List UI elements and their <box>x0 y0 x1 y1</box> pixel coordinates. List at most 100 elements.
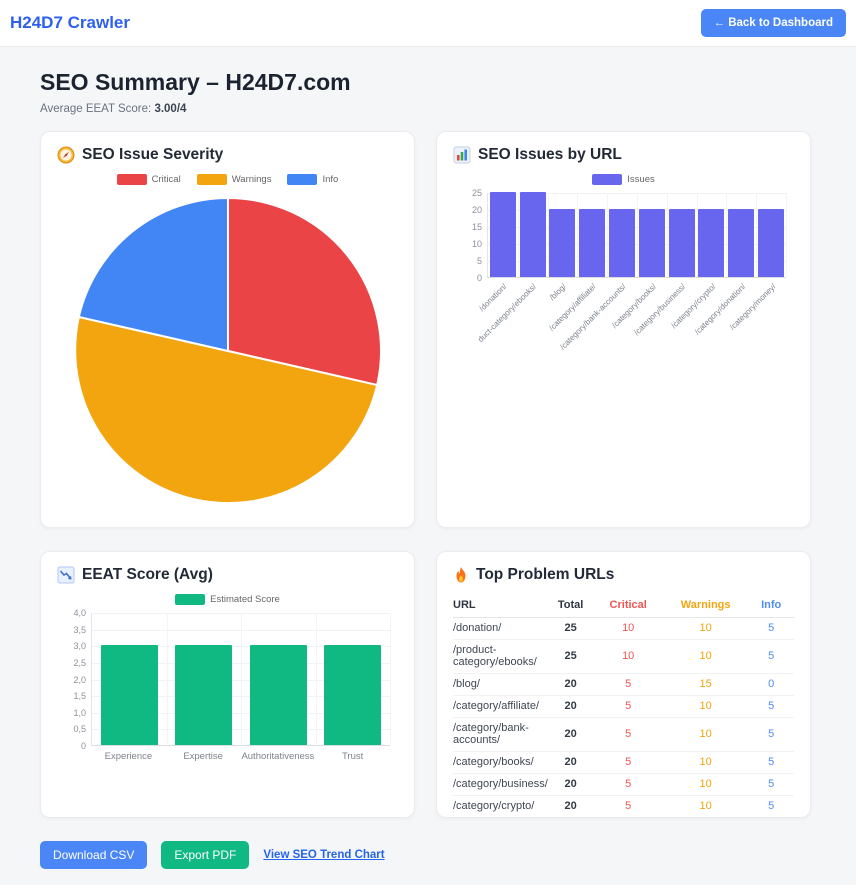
card-top-problem-urls-title: Top Problem URLs <box>453 566 794 584</box>
table-cell: 20 <box>547 717 594 752</box>
table-cell: 5 <box>593 717 663 752</box>
card-title-text: Top Problem URLs <box>476 566 615 583</box>
y-axis-tick: 15 <box>471 222 482 232</box>
app-brand: H24D7 Crawler <box>10 13 131 32</box>
card-seo-issue-severity-title: SEO Issue Severity <box>57 146 398 164</box>
x-axis-label: /category/business/ <box>632 282 688 338</box>
gridline <box>666 193 668 277</box>
table-cell: 20 <box>547 673 594 696</box>
view-seo-trend-chart-link[interactable]: View SEO Trend Chart <box>263 849 385 861</box>
x-axis-labels: Experience Expertise Authoritativeness Trus… <box>91 751 390 762</box>
table-cell: /category/crypto/ <box>453 795 548 817</box>
table-cell: 25 <box>547 617 594 640</box>
table-cell: 5 <box>748 751 794 774</box>
eeat-bar-chart: 4,0 3,5 3,0 2,5 2,0 1,5 1,0 0,5 0 Experience Exper… <box>73 608 391 762</box>
issues-legend: Issues <box>453 174 794 185</box>
card-title-text: EEAT Score (Avg) <box>82 566 213 583</box>
bars <box>488 192 786 277</box>
table-header-info: Info <box>748 594 794 618</box>
top-problem-urls-table: URL Total Critical Warnings Info /donation/2… <box>453 594 794 819</box>
gridline <box>726 193 728 277</box>
bar-chart-plot: 4,0 3,5 3,0 2,5 2,0 1,5 1,0 0,5 0 <box>73 608 391 751</box>
y-axis-tick: 3,5 <box>73 624 86 635</box>
pie-svg <box>73 197 382 505</box>
legend-item: Estimated Score <box>175 594 280 605</box>
table-row: /donation/25 10 10 5 <box>453 617 794 640</box>
download-csv-button[interactable]: Download CSV <box>40 841 148 869</box>
page-title: SEO Summary – H24D7.com <box>40 69 351 95</box>
bar-chart-plot: 25 20 15 10 5 0 <box>472 188 787 283</box>
gridline <box>756 193 758 277</box>
table-header-total: Total <box>547 594 594 618</box>
back-to-dashboard-button[interactable]: ← Back to Dashboard <box>700 9 846 37</box>
table-cell: /category/books/ <box>453 751 548 774</box>
card-eeat-score: EEAT Score (Avg) Estimated Score 4,0 3,5 3… <box>40 551 415 818</box>
issues-bar-chart: 25 20 15 10 5 0/donation/duct-category/ebooks… <box>472 188 787 352</box>
table-row: /category/bank-accounts/20 5 10 5 <box>453 717 794 752</box>
y-axis-tick: 2,0 <box>73 674 86 685</box>
pie-legend: Critical Warnings Info <box>57 174 398 185</box>
y-axis-tick: 2,5 <box>73 657 86 668</box>
table-cell: 10 <box>593 617 663 640</box>
gridline <box>637 193 638 277</box>
gridline <box>696 193 698 277</box>
table-cell: /category/donation/ <box>453 818 548 819</box>
legend-swatch <box>287 174 318 185</box>
y-axis-tick: 4,0 <box>73 608 86 618</box>
gridline <box>607 193 609 277</box>
table-cell: 20 <box>547 695 594 718</box>
bar <box>609 209 636 277</box>
legend-swatch <box>175 594 206 605</box>
table-cell: 20 <box>547 795 594 817</box>
y-axis-tick: 3,0 <box>73 641 86 652</box>
table-cell: /category/business/ <box>453 773 548 796</box>
footer-actions: Download CSV Export PDF View SEO Trend C… <box>40 841 811 869</box>
legend-label: Warnings <box>231 174 272 185</box>
chart-decreasing-icon <box>57 566 75 584</box>
table-cell: 10 <box>662 795 749 817</box>
export-pdf-button[interactable]: Export PDF <box>161 841 250 869</box>
table-cell: 10 <box>662 773 749 796</box>
eeat-legend: Estimated Score <box>57 594 398 605</box>
table-cell: 10 <box>662 639 749 674</box>
compass-icon <box>57 146 75 164</box>
gridline <box>577 193 579 277</box>
bar <box>249 645 307 745</box>
table-cell: 25 <box>547 639 594 674</box>
bar-chart-icon <box>453 146 471 164</box>
table-cell: 5 <box>593 751 663 774</box>
legend-label: Critical <box>151 174 181 185</box>
table-head: URL Total Critical Warnings Info <box>453 594 794 618</box>
card-seo-issue-severity: SEO Issue Severity Critical Warnings Info <box>40 131 415 528</box>
legend-label: Estimated Score <box>210 594 280 605</box>
bars <box>92 613 390 745</box>
gridline <box>241 613 242 745</box>
table-row: /category/books/20 5 10 5 <box>453 751 794 774</box>
table-row: /product-category/ebooks/25 10 10 5 <box>453 639 794 674</box>
bar <box>519 192 546 277</box>
table-header-warnings: Warnings <box>662 594 749 618</box>
table-header-critical: Critical <box>593 594 663 618</box>
table-cell: /category/bank-accounts/ <box>453 717 548 752</box>
legend-label: Info <box>322 174 339 185</box>
avg-eeat-score: Average EEAT Score: 3.00/4 <box>40 103 811 115</box>
y-axis-tick: 20 <box>471 205 482 215</box>
table-row: /category/business/20 5 10 5 <box>453 773 794 796</box>
main-content: SEO Summary – H24D7.com Average EEAT Sco… <box>0 47 856 885</box>
gridline <box>786 193 787 277</box>
fire-icon <box>456 567 466 583</box>
y-axis-tick: 1,5 <box>73 691 86 702</box>
table-cell: 10 <box>593 639 663 674</box>
gridline <box>547 193 549 277</box>
table-cell: 15 <box>662 673 749 696</box>
gridline <box>166 613 168 745</box>
table-cell: 20 <box>547 751 594 774</box>
table-cell: 5 <box>593 795 663 817</box>
table-row: /category/affiliate/20 5 10 5 <box>453 695 794 718</box>
table-header-url: URL <box>453 594 548 618</box>
table-cell: 20 <box>547 773 594 796</box>
table-cell: /product-category/ebooks/ <box>453 639 548 674</box>
avg-eeat-label: Average EEAT Score: <box>40 103 152 115</box>
card-title-text: SEO Issue Severity <box>82 146 224 163</box>
app-header: H24D7 Crawler ← Back to Dashboard <box>0 0 856 47</box>
